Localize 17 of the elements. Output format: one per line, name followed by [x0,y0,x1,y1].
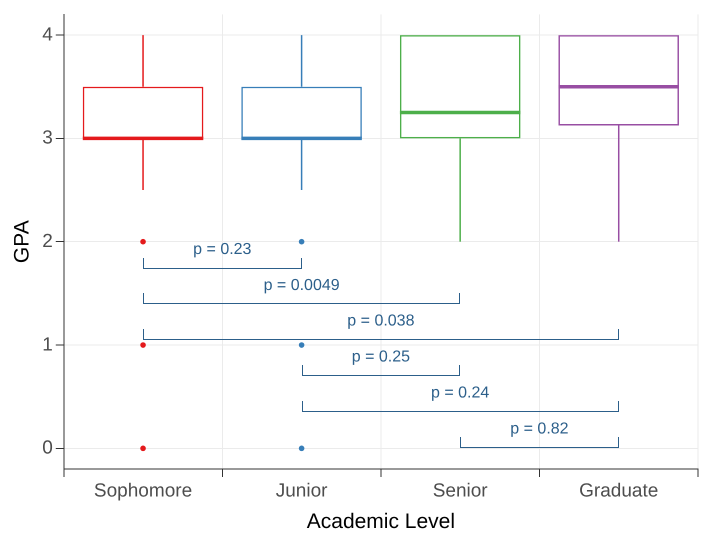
annotation: p = 0.24 [431,384,490,402]
annotation: p = 0.25 [352,348,410,366]
annotation: p = 0.038 [347,312,415,330]
x-tick-label: Senior [432,480,488,502]
x-tick-label: Graduate [579,480,658,502]
y-tick-label: 2 [42,230,53,252]
y-tick-label: 1 [42,334,53,356]
y-tick-label: 3 [42,128,53,149]
annotation: p = 0.82 [510,420,569,438]
x-axis-title: Academic Level [306,510,456,534]
y-tick-label: 0 [42,438,53,459]
y-axis-title: GPA [10,220,34,264]
x-tick-label: Junior [276,480,328,502]
y-tick-label: 4 [42,24,54,46]
annotation: p = 0.23 [193,240,252,258]
x-tick-label: Sophomore [94,480,192,502]
annotation: p = 0.0049 [264,276,340,294]
